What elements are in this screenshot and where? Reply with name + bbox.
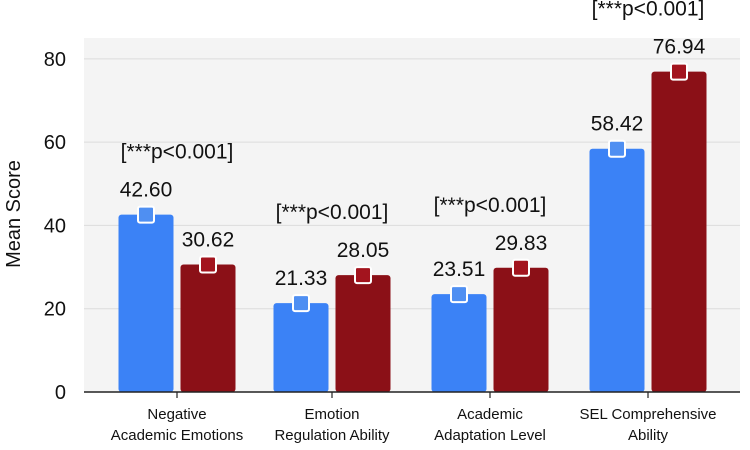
bar-marker [608, 139, 626, 158]
bar [118, 214, 174, 392]
bars: 42.60 30.62 [***p<0.001] 21.33 28.05 [***p<0.… [118, 0, 707, 392]
x-tick-label: Regulation Ability [274, 427, 390, 444]
bar [493, 267, 549, 392]
data-label: 23.51 [433, 258, 486, 281]
bar-marker [670, 62, 688, 81]
x-tick-label: Academic Emotions [111, 427, 244, 444]
significance-label: [***p<0.001] [592, 0, 705, 21]
bar-marker [199, 255, 217, 274]
y-tick-label: 80 [44, 49, 66, 71]
bar [431, 294, 487, 392]
y-tick-label: 60 [44, 132, 66, 154]
x-tick-label: Negative [147, 406, 206, 423]
data-label: 28.05 [337, 239, 390, 262]
data-label: 42.60 [120, 179, 173, 202]
bar [335, 275, 391, 392]
bar [273, 303, 329, 392]
y-axis-ticks: 0 20 40 60 80 [44, 49, 66, 404]
data-label: 76.94 [653, 36, 706, 59]
significance-label: [***p<0.001] [121, 141, 234, 164]
significance-label: [***p<0.001] [434, 194, 547, 217]
x-axis-labels: Negative Academic Emotions Emotion Regulati… [111, 392, 717, 444]
y-tick-label: 20 [44, 299, 66, 321]
data-label: 21.33 [275, 267, 328, 290]
bar [180, 264, 236, 392]
x-tick-label: Adaptation Level [434, 427, 546, 444]
y-tick-label: 40 [44, 215, 66, 237]
bar-marker [354, 266, 372, 285]
x-tick-label: Emotion [304, 406, 359, 423]
bar [589, 148, 645, 392]
bar [651, 71, 707, 392]
data-label: 58.42 [591, 113, 644, 136]
data-label: 30.62 [182, 228, 235, 251]
bar-marker [450, 285, 468, 304]
significance-label: [***p<0.001] [276, 201, 389, 224]
y-tick-label: 0 [55, 382, 66, 404]
y-axis-title: Mean Score [3, 160, 25, 268]
x-tick-label: SEL Comprehensive [579, 406, 716, 423]
data-label: 29.83 [495, 232, 548, 255]
bar-marker [137, 205, 155, 224]
bar-marker [512, 258, 530, 277]
bar-marker [292, 294, 310, 313]
x-tick-label: Ability [628, 427, 669, 444]
x-tick-label: Academic [457, 406, 523, 423]
